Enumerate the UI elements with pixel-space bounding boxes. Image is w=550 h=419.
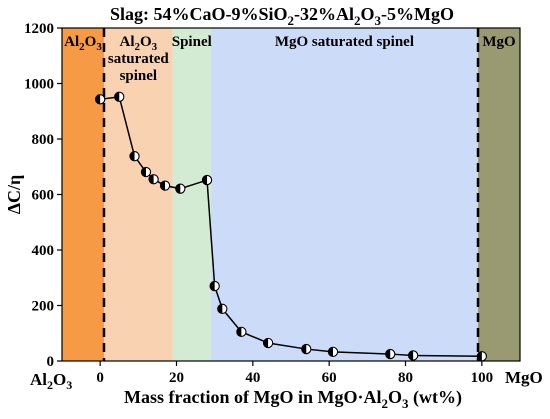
phase-region-4 <box>478 28 520 361</box>
x-tick-label-80: 80 <box>398 370 413 386</box>
phase-region-1 <box>103 28 173 361</box>
chart-title: Slag: 54%CaO-9%SiO2-32%Al2O3-5%MgO <box>110 4 454 28</box>
data-point-14-half <box>385 349 391 359</box>
data-point-4-half <box>149 174 154 184</box>
y-tick-label-600: 600 <box>32 188 55 204</box>
data-point-6-half <box>175 184 181 194</box>
x-tick-label-100: 100 <box>471 370 494 386</box>
data-point-4 <box>148 174 159 185</box>
data-point-5 <box>159 180 171 191</box>
region-label-3-0: MgO saturated spinel <box>275 34 414 50</box>
data-point-2-half <box>129 151 135 161</box>
data-point-12 <box>301 343 312 355</box>
data-point-7 <box>201 174 213 186</box>
data-point-16-half <box>477 351 482 361</box>
data-point-7-half <box>202 175 208 185</box>
data-point-9 <box>217 303 228 314</box>
x-end-label-right: MgO <box>505 368 543 387</box>
data-point-12-half <box>301 344 307 354</box>
data-point-9-half <box>217 304 223 314</box>
region-label-1-2: spinel <box>120 68 158 84</box>
data-point-8 <box>209 280 220 292</box>
x-axis-title: Mass fraction of MgO in MgO·Al2O3 (wt%) <box>124 387 462 411</box>
region-label-0-0: Al2O3 <box>64 34 102 53</box>
region-label-1-0: Al2O3 <box>119 34 157 53</box>
data-point-14 <box>385 348 396 360</box>
y-tick-label-1200: 1200 <box>24 21 54 37</box>
data-point-15 <box>407 350 419 361</box>
data-point-6 <box>175 183 186 194</box>
data-point-11 <box>262 337 274 349</box>
data-point-8-half <box>210 281 215 291</box>
data-point-0 <box>95 94 106 105</box>
data-point-3-half <box>141 167 146 177</box>
data-point-10-half <box>236 327 242 337</box>
y-tick-label-800: 800 <box>32 132 55 148</box>
y-tick-label-200: 200 <box>32 299 55 315</box>
y-axis-title: ΔC/η <box>4 175 24 215</box>
y-tick-label-1000: 1000 <box>24 77 54 93</box>
data-point-13 <box>327 346 339 357</box>
data-point-16 <box>476 351 487 362</box>
y-tick-label-0: 0 <box>47 354 55 370</box>
x-tick-label-40: 40 <box>245 370 260 386</box>
phase-region-3 <box>210 28 479 361</box>
region-label-1-1: saturated <box>108 51 169 67</box>
data-point-11-half <box>263 338 269 348</box>
data-point-15-half <box>408 350 414 361</box>
phase-region-0 <box>62 28 104 361</box>
x-tick-label-20: 20 <box>169 370 184 386</box>
region-label-2-0: Spinel <box>172 34 212 50</box>
x-tick-label-0: 0 <box>96 370 104 386</box>
data-point-3 <box>140 166 152 178</box>
data-point-1-half <box>114 92 120 102</box>
data-point-10 <box>236 326 247 338</box>
x-tick-label-60: 60 <box>322 370 337 386</box>
phase-region-2 <box>172 28 211 361</box>
data-point-0-half <box>95 94 101 104</box>
data-point-1 <box>114 91 125 102</box>
x-end-label-left: Al2O3 <box>30 370 72 392</box>
data-point-2 <box>129 151 140 162</box>
data-point-5-half <box>160 181 166 191</box>
data-point-13-half <box>328 347 333 357</box>
y-tick-label-400: 400 <box>32 243 55 259</box>
region-label-4-0: MgO <box>482 34 515 50</box>
